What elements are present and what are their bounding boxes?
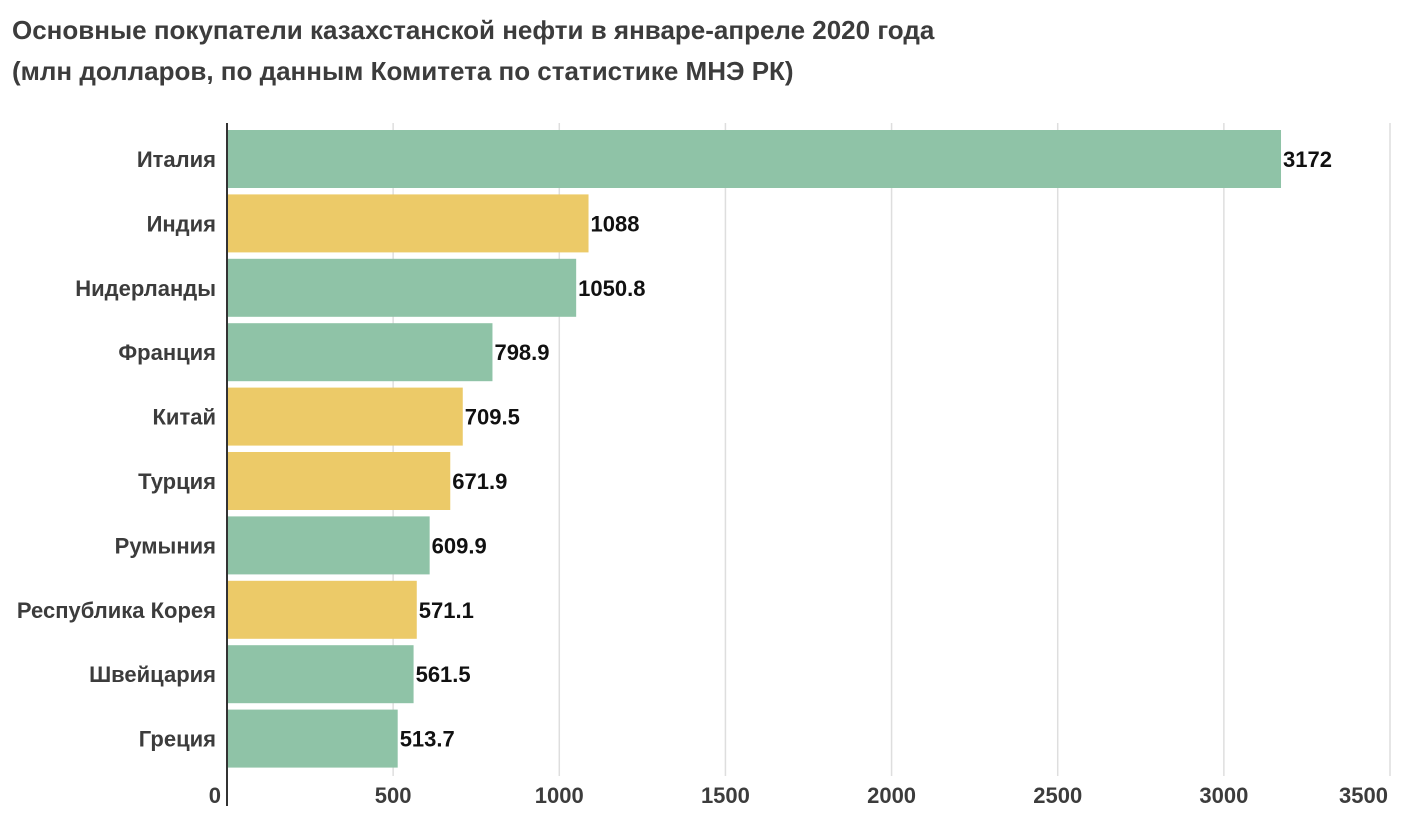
x-tick-label: 0 [209,783,221,808]
bar [227,194,589,253]
x-axis-ticks: 0 500 1000 1500 2000 2500 3000 3500 [209,783,1388,808]
x-tick-label: 500 [375,783,412,808]
bars [227,130,1282,768]
bar [227,580,417,639]
category-label: Италия [137,147,216,172]
category-label: Индия [147,211,216,236]
category-label: Греция [139,727,216,752]
bar [227,323,493,382]
category-label: Турция [138,469,216,494]
bar [227,452,451,510]
bar [227,709,398,768]
value-label: 671.9 [452,469,507,494]
category-labels: Италия Индия Нидерланды Франция Китай Турция Р… [17,147,216,752]
value-labels: 3172 1088 1050.8 798.9 709.5 671.9 609.9 571.1 5… [400,147,1332,752]
category-label: Китай [153,405,217,430]
x-tick-label: 2500 [1033,783,1082,808]
category-label: Нидерланды [75,276,216,301]
category-label: Франция [118,340,216,365]
bar [227,258,577,317]
bar [227,130,1282,188]
x-tick-label: 2000 [867,783,916,808]
value-label: 609.9 [432,533,487,558]
category-label: Румыния [115,533,216,558]
chart-title: Основные покупатели казахстанской нефти … [12,10,1392,92]
value-label: 709.5 [465,405,520,430]
value-label: 3172 [1283,147,1332,172]
value-label: 1088 [591,211,640,236]
category-label: Республика Корея [17,598,216,623]
bar [227,387,463,446]
x-tick-label: 3000 [1199,783,1248,808]
value-label: 1050.8 [578,276,645,301]
value-label: 571.1 [419,598,474,623]
bar [227,645,414,704]
category-label: Швейцария [89,662,216,687]
value-label: 798.9 [494,340,549,365]
value-label: 561.5 [416,662,471,687]
value-label: 513.7 [400,727,455,752]
chart-title-line1: Основные покупатели казахстанской нефти … [12,15,935,45]
x-tick-label: 1500 [701,783,750,808]
x-tick-label: 1000 [535,783,584,808]
chart-subtitle: (млн долларов, по данным Комитета по ста… [12,56,794,86]
bar [227,516,430,575]
x-tick-label: 3500 [1339,783,1388,808]
